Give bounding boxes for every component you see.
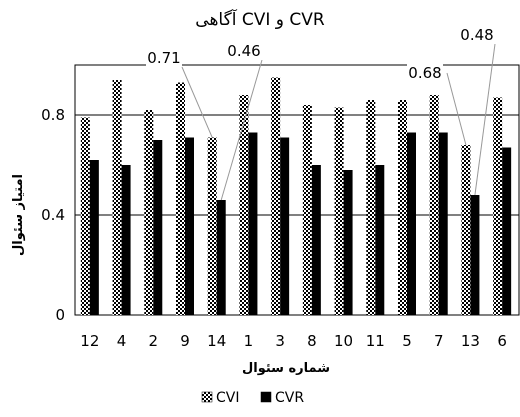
- x-axis-ticks: 12 4 2 9 14 1 3 8 10 11 5 7 13 6: [80, 332, 507, 350]
- x-tick-label: 3: [275, 332, 285, 350]
- bar-cvr: [280, 137, 290, 315]
- bar-cvr: [121, 165, 131, 315]
- x-tick-label: 8: [307, 332, 317, 350]
- y-tick-label: 0.4: [41, 206, 65, 224]
- annotation-bg: [407, 64, 443, 82]
- y-axis-label: امتیاز سئوال: [11, 174, 26, 256]
- annotation-leader: [220, 59, 263, 201]
- bars: [80, 77, 512, 315]
- x-tick-label: 4: [117, 332, 127, 350]
- bar-cvi: [271, 77, 281, 315]
- bar-cvi: [334, 107, 344, 315]
- bar-cvi: [398, 100, 407, 315]
- bar-cvi: [493, 97, 503, 315]
- bar-cvi: [207, 137, 217, 315]
- x-tick-label: 9: [180, 332, 190, 350]
- y-tick-label: 0: [55, 306, 65, 324]
- bar-cvr: [248, 132, 258, 315]
- bar-cvr: [502, 147, 512, 315]
- bar-cvr: [438, 132, 448, 315]
- x-axis-label: شماره سئوال: [242, 361, 330, 376]
- bar-cvi: [461, 145, 471, 315]
- x-tick-label: 7: [434, 332, 444, 350]
- bar-cvr: [153, 140, 163, 315]
- legend-label-cvr: CVR: [275, 390, 304, 406]
- annotation-bg: [459, 26, 495, 44]
- annotation-leader: [181, 66, 213, 138]
- legend-label-cvi: CVI: [216, 390, 239, 406]
- x-tick-label: 2: [149, 332, 159, 350]
- bar-cvi: [239, 95, 249, 315]
- x-tick-label: 1: [244, 332, 254, 350]
- y-axis-ticks: 0 0.4 0.8: [41, 106, 65, 324]
- bar-cvr: [216, 200, 226, 315]
- annotation-bg: [146, 49, 182, 67]
- annotation-label: 0.71: [147, 49, 180, 67]
- y-tick-label: 0.8: [41, 106, 65, 124]
- annotation-label: 0.46: [227, 42, 260, 60]
- plot-frame: [74, 64, 520, 316]
- bar-cvr: [375, 165, 385, 315]
- bar-cvr: [343, 170, 353, 315]
- bar-cvi: [144, 110, 154, 315]
- bar-cvi: [366, 100, 376, 315]
- x-tick-label: 6: [497, 332, 507, 350]
- annotation-leader: [474, 43, 496, 196]
- x-tick-label: 12: [80, 332, 99, 350]
- x-tick-label: 5: [402, 332, 412, 350]
- bar-cvr: [407, 132, 416, 315]
- bar-cvi: [80, 117, 90, 315]
- bar-cvi: [176, 82, 185, 315]
- bar-cvr: [311, 165, 321, 315]
- legend-swatch-cvr: [260, 391, 272, 403]
- annotation-bg: [226, 42, 262, 60]
- bar-cvi: [429, 95, 439, 315]
- annotation-leader: [446, 72, 467, 146]
- legend: CVI CVR: [201, 390, 304, 406]
- chart-title: CVR و CVI آگاهی: [195, 8, 325, 30]
- x-tick-label: 14: [207, 332, 226, 350]
- x-tick-label: 10: [334, 332, 353, 350]
- x-tick-label: 13: [461, 332, 480, 350]
- bar-cvr: [470, 195, 480, 315]
- bar-cvr: [89, 160, 99, 315]
- gridlines: [74, 64, 520, 316]
- annotation-label: 0.68: [408, 64, 441, 82]
- legend-swatch-cvi: [201, 391, 213, 403]
- bar-cvr: [185, 137, 194, 315]
- annotation-label: 0.48: [460, 26, 493, 44]
- bar-cvi: [112, 80, 122, 315]
- x-tick-label: 11: [366, 332, 385, 350]
- annotations: 0.71 0.46 0.68 0.48: [146, 26, 496, 201]
- bar-cvi: [302, 105, 312, 315]
